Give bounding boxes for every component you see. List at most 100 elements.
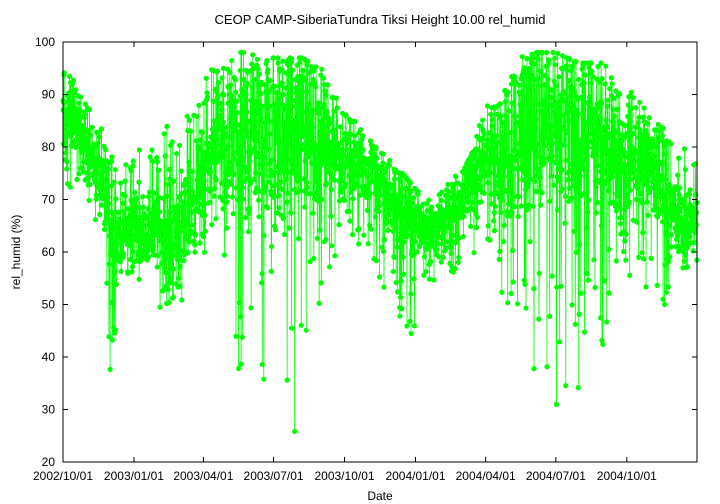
data-point: [358, 172, 364, 178]
data-point: [494, 191, 501, 197]
data-point: [186, 159, 192, 165]
data-point: [244, 109, 250, 115]
data-point: [487, 170, 493, 176]
data-point: [68, 108, 74, 114]
data-point: [552, 160, 559, 166]
data-point: [407, 180, 413, 186]
data-point: [546, 60, 552, 66]
data-point: [411, 323, 418, 329]
data-point: [163, 270, 169, 276]
data-point: [388, 205, 394, 211]
data-point: [222, 189, 228, 195]
data-point: [262, 120, 269, 126]
data-point: [108, 248, 114, 254]
data-point: [280, 91, 286, 98]
data-point: [535, 56, 541, 62]
data-point: [551, 78, 557, 84]
data-point: [353, 181, 360, 187]
data-point: [603, 63, 609, 69]
data-point: [109, 337, 116, 343]
data-point: [243, 91, 249, 97]
data-point: [198, 137, 204, 143]
data-point: [249, 61, 255, 67]
data-point: [532, 124, 539, 130]
data-point: [154, 154, 160, 161]
data-point: [265, 67, 271, 73]
data-point: [177, 263, 183, 270]
data-point: [433, 211, 439, 217]
data-point: [276, 205, 282, 211]
data-point: [253, 170, 259, 176]
data-point: [393, 280, 399, 286]
data-point: [663, 230, 669, 236]
data-point: [598, 223, 605, 229]
data-point: [310, 68, 317, 74]
data-point: [533, 117, 539, 123]
data-point: [478, 199, 484, 205]
data-point: [353, 162, 359, 168]
data-point: [201, 249, 208, 255]
data-point: [578, 290, 584, 296]
data-point: [491, 210, 497, 216]
data-point: [188, 128, 194, 134]
data-point: [285, 128, 291, 134]
data-point: [621, 149, 628, 155]
data-point: [640, 200, 646, 206]
data-point: [245, 175, 251, 181]
data-point: [568, 67, 575, 74]
data-point: [577, 173, 584, 179]
data-point: [406, 224, 412, 230]
data-point: [576, 76, 582, 83]
data-point: [309, 124, 315, 130]
data-point: [284, 122, 290, 128]
data-point: [294, 112, 300, 118]
data-point: [570, 85, 576, 91]
data-point: [595, 163, 602, 169]
data-point: [111, 179, 117, 185]
data-point: [634, 148, 641, 154]
data-point: [589, 116, 595, 122]
data-point: [215, 68, 221, 74]
data-point: [247, 158, 253, 164]
data-point: [118, 268, 124, 274]
data-point: [623, 183, 629, 189]
data-point: [693, 192, 699, 198]
data-point: [333, 95, 340, 101]
data-point: [249, 120, 256, 126]
data-point: [503, 144, 510, 150]
data-point: [398, 294, 404, 300]
data-point: [314, 189, 320, 195]
data-point: [179, 297, 185, 303]
data-point: [236, 122, 242, 128]
data-point: [227, 135, 233, 141]
data-point: [602, 81, 608, 87]
data-point: [248, 305, 254, 311]
data-point: [228, 82, 234, 88]
data-point: [625, 113, 631, 119]
y-axis: 20 30 40 50 60 70 80 90 100: [35, 35, 697, 469]
data-point: [394, 208, 400, 214]
data-point: [654, 282, 660, 288]
data-point: [397, 313, 403, 319]
data-point: [220, 198, 226, 204]
data-point: [174, 151, 180, 157]
data-point: [500, 167, 506, 173]
data-point: [265, 205, 271, 211]
data-point: [73, 144, 79, 150]
data-point: [149, 233, 155, 239]
data-point: [562, 89, 568, 95]
chart-title: CEOP CAMP-SiberiaTundra Tiksi Height 10.…: [215, 12, 546, 27]
data-point: [128, 237, 134, 243]
data-point: [615, 106, 621, 113]
data-point: [71, 77, 77, 83]
data-point: [220, 119, 226, 125]
data-point: [160, 288, 166, 294]
data-point: [233, 185, 239, 191]
data-point: [562, 97, 568, 103]
data-point: [495, 183, 501, 189]
data-point: [307, 111, 313, 117]
data-point: [122, 178, 128, 184]
data-point: [564, 129, 571, 136]
data-point: [242, 96, 248, 102]
data-point: [611, 95, 617, 101]
